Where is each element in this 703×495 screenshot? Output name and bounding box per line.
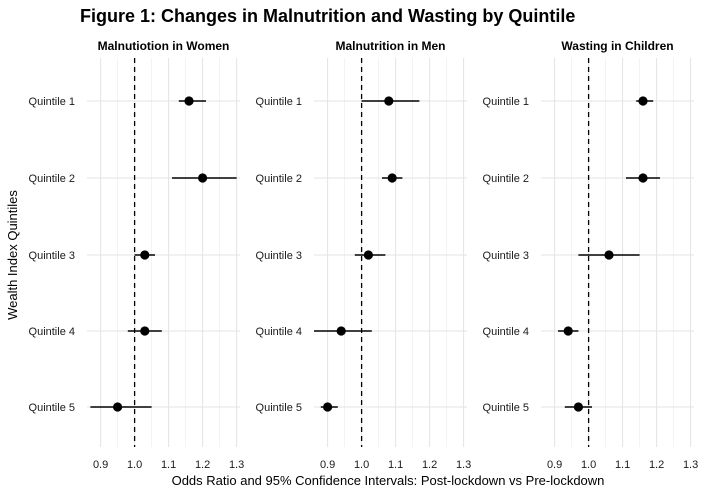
x-tick-label: 0.9 [547, 459, 562, 471]
panel-title: Malnutiotion in Women [98, 39, 230, 53]
y-tick-label: Quintile 3 [256, 250, 302, 262]
point-estimate [384, 96, 394, 106]
y-tick-label: Quintile 3 [483, 250, 529, 262]
point-estimate [604, 250, 614, 260]
panel-2: Malnutrition in Men 0.9 1.0 1.1 1.2 1.3 Quinti… [256, 39, 472, 471]
point-estimate [140, 326, 150, 336]
y-tick-label: Quintile 4 [483, 326, 529, 338]
point-estimate [387, 173, 397, 183]
x-tick-label: 1.1 [388, 459, 403, 471]
point-estimate [638, 173, 648, 183]
point-estimate [336, 326, 346, 336]
x-tick-label: 1.3 [456, 459, 471, 471]
figure-title: Figure 1: Changes in Malnutrition and Wa… [80, 6, 575, 26]
panel-title: Wasting in Children [561, 39, 673, 53]
y-tick-label: Quintile 5 [483, 402, 529, 414]
x-tick-label: 1.0 [127, 459, 142, 471]
y-tick-label: Quintile 5 [29, 402, 75, 414]
point-estimate [184, 96, 194, 106]
y-tick-label: Quintile 4 [29, 326, 75, 338]
y-tick-label: Quintile 3 [29, 250, 75, 262]
x-tick-label: 1.2 [422, 459, 437, 471]
point-estimate [113, 402, 123, 412]
y-axis-label: Wealth Index Quintiles [5, 190, 20, 320]
y-tick-label: Quintile 5 [256, 402, 302, 414]
x-tick-label: 1.0 [581, 459, 596, 471]
panels-group: Malnutiotion in Women 0.9 1.0 1.1 1.2 1.3 Quin… [29, 39, 699, 471]
x-tick-label: 1.1 [161, 459, 176, 471]
x-tick-label: 1.2 [195, 459, 210, 471]
panel-title: Malnutrition in Men [336, 39, 446, 53]
y-tick-label: Quintile 2 [483, 173, 529, 185]
panel-1: Malnutiotion in Women 0.9 1.0 1.1 1.2 1.3 Quin… [29, 39, 245, 471]
x-axis-label: Odds Ratio and 95% Confidence Intervals:… [172, 473, 605, 488]
panel-3: Wasting in Children 0.9 1.0 1.1 1.2 1.3 Quinti… [483, 39, 699, 471]
point-estimate [563, 326, 573, 336]
point-estimate [363, 250, 373, 260]
point-estimate [638, 96, 648, 106]
y-tick-label: Quintile 1 [256, 96, 302, 108]
x-tick-label: 1.2 [649, 459, 664, 471]
x-tick-label: 0.9 [320, 459, 335, 471]
y-tick-label: Quintile 2 [29, 173, 75, 185]
x-tick-label: 1.3 [229, 459, 244, 471]
point-estimate [323, 402, 333, 412]
x-tick-label: 1.1 [615, 459, 630, 471]
point-estimate [198, 173, 208, 183]
y-tick-label: Quintile 4 [256, 326, 302, 338]
x-tick-label: 0.9 [93, 459, 108, 471]
x-tick-label: 1.3 [683, 459, 698, 471]
point-estimate [140, 250, 150, 260]
point-estimate [573, 402, 584, 412]
y-tick-label: Quintile 2 [256, 173, 302, 185]
y-tick-label: Quintile 1 [29, 96, 75, 108]
x-tick-label: 1.0 [354, 459, 369, 471]
y-tick-label: Quintile 1 [483, 96, 529, 108]
